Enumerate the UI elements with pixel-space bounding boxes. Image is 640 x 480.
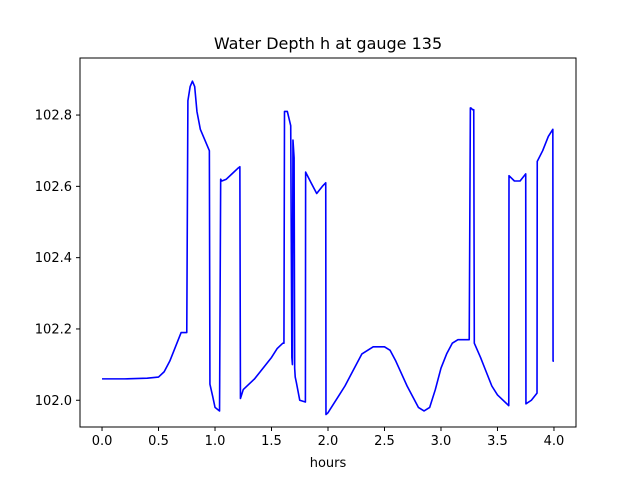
y-axis: 102.0 102.2 102.4 102.6 102.8 (35, 109, 80, 409)
x-axis: 0.0 0.5 1.0 1.5 2.0 2.5 3.0 3.5 4.0 (92, 427, 565, 449)
x-tick-label: 4.0 (544, 434, 565, 449)
y-tick-label: 102.0 (35, 394, 72, 409)
x-tick-label: 1.5 (261, 434, 282, 449)
y-tick-label: 102.8 (35, 109, 72, 124)
y-tick-label: 102.6 (35, 180, 72, 195)
x-tick-label: 0.0 (92, 434, 113, 449)
x-tick-label: 1.0 (205, 434, 226, 449)
y-tick-label: 102.4 (35, 251, 72, 266)
x-tick-label: 0.5 (148, 434, 169, 449)
series-layer (102, 80, 554, 416)
x-tick-label: 2.5 (374, 434, 395, 449)
y-tick-label: 102.2 (35, 322, 72, 337)
x-tick-label: 2.0 (318, 434, 339, 449)
x-tick-label: 3.5 (487, 434, 508, 449)
series-line (102, 80, 554, 416)
x-axis-label: hours (310, 456, 347, 471)
chart-title: Water Depth h at gauge 135 (214, 34, 442, 53)
x-tick-label: 3.0 (431, 434, 452, 449)
